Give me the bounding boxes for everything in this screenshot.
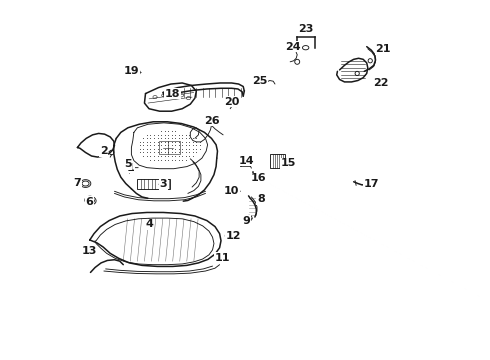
Text: 13: 13: [82, 246, 98, 256]
Text: 9: 9: [243, 216, 251, 226]
Bar: [270, 154, 285, 168]
Text: 8: 8: [257, 194, 265, 204]
Text: 21: 21: [375, 45, 391, 54]
Text: 3: 3: [159, 179, 167, 189]
Text: 14: 14: [239, 156, 255, 166]
Text: 6: 6: [85, 197, 93, 207]
Text: 5: 5: [124, 159, 132, 169]
Text: 11: 11: [214, 253, 230, 262]
Text: 7: 7: [74, 178, 81, 188]
Text: 24: 24: [285, 42, 300, 51]
Text: 4: 4: [145, 219, 153, 229]
Text: 22: 22: [373, 78, 389, 88]
Text: 18: 18: [165, 89, 180, 99]
Text: 12: 12: [226, 231, 242, 242]
Text: 16: 16: [250, 173, 266, 183]
Bar: [137, 179, 170, 189]
Text: 23: 23: [298, 24, 314, 34]
Text: 26: 26: [204, 116, 220, 126]
Text: 10: 10: [224, 186, 239, 196]
Text: 2: 2: [100, 146, 108, 156]
Text: 20: 20: [224, 97, 239, 107]
Text: 15: 15: [280, 158, 296, 168]
Bar: [159, 141, 180, 154]
Text: 25: 25: [252, 76, 268, 86]
Text: 1: 1: [126, 163, 134, 173]
Text: 17: 17: [364, 179, 379, 189]
Text: 19: 19: [123, 66, 139, 76]
